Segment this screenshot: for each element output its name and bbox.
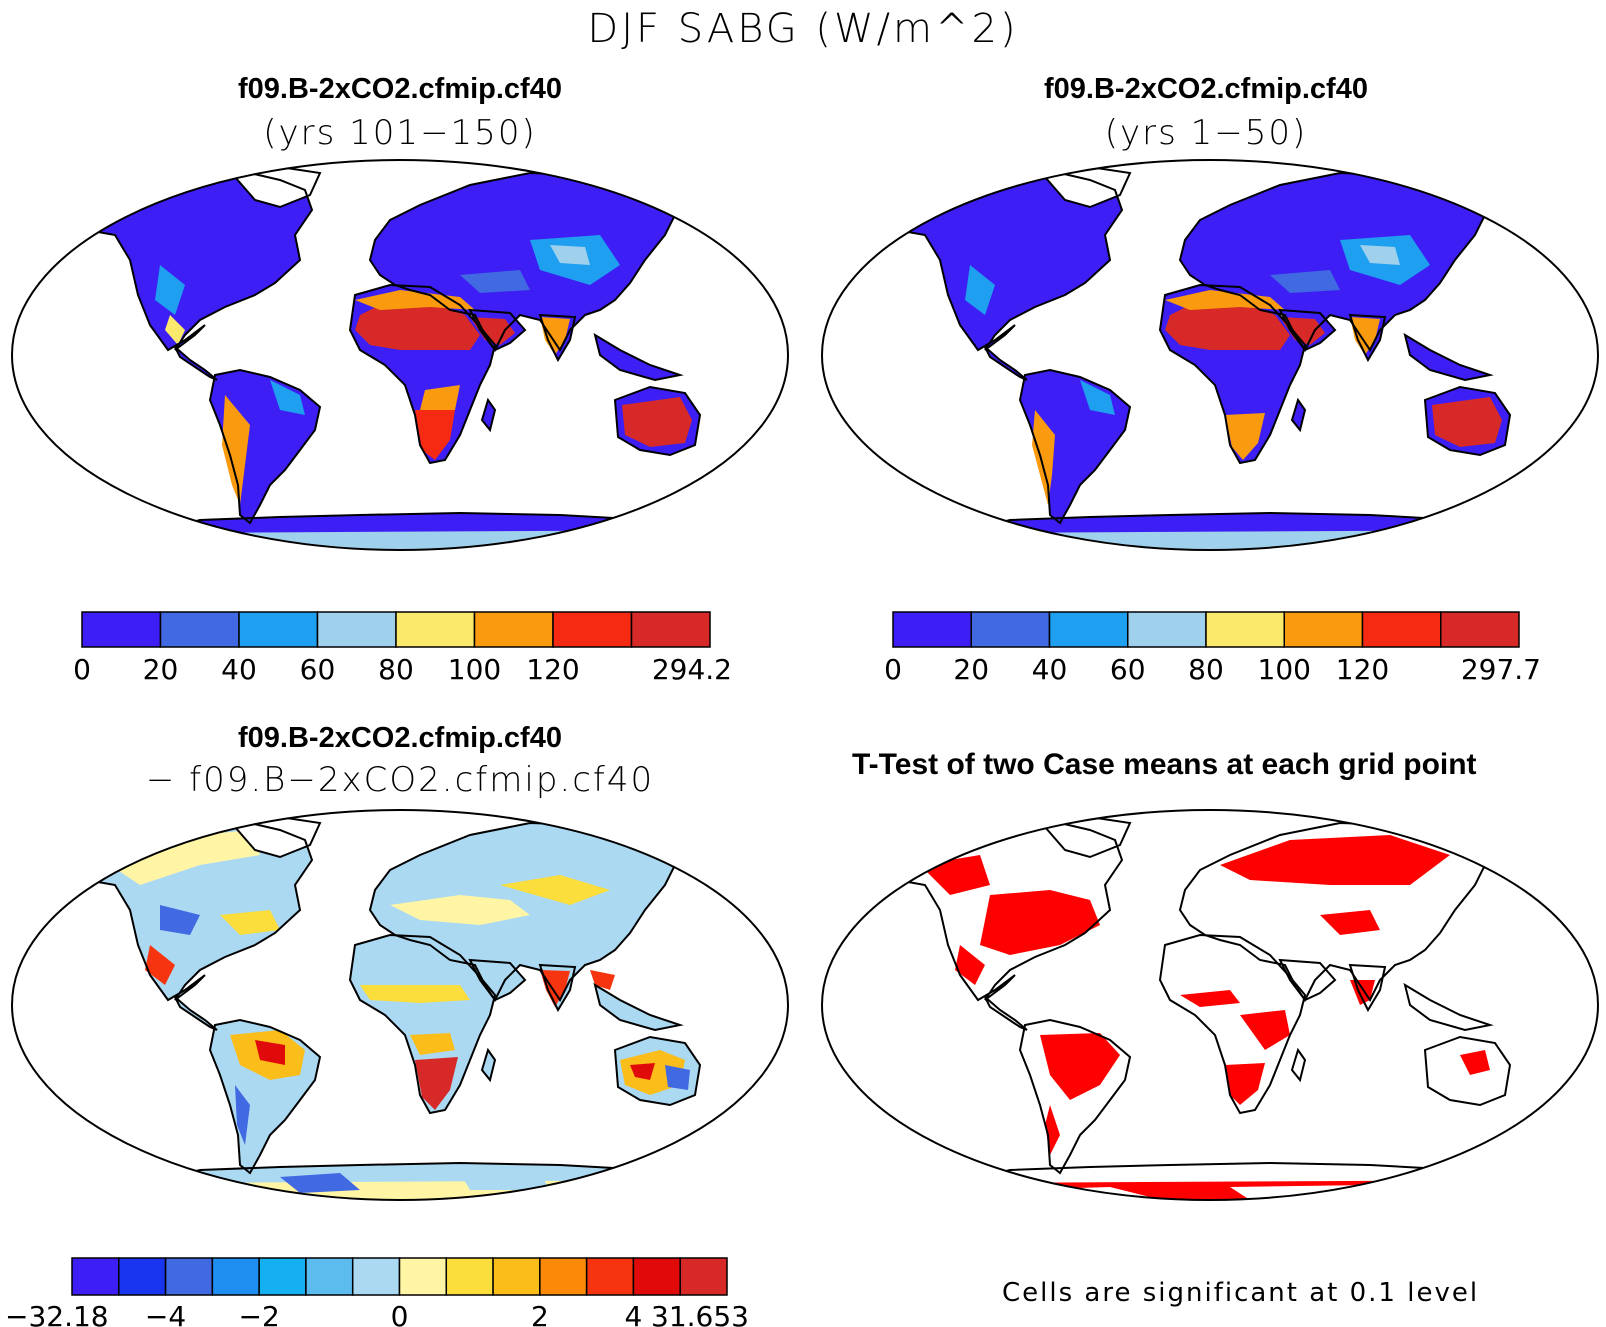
colorbar-label: −32.18: [5, 1300, 109, 1327]
colorbar-swatch: [305, 1257, 354, 1296]
panel-subtitle-top-left: (yrs 101−150): [263, 113, 537, 153]
colorbar-swatch: [970, 611, 1051, 648]
colorbar-label: 31.653: [651, 1300, 749, 1327]
colorbar-swatch: [679, 1257, 728, 1296]
colorbar-label: 120: [1336, 653, 1389, 686]
panel-subtitle-bottom-left: − f09.B−2xCO2.cfmip.cf40: [145, 760, 655, 800]
figure-title: DJF SABG (W/m^2): [587, 6, 1019, 52]
colorbar-swatch: [1440, 611, 1520, 648]
colorbar-swatch: [398, 1257, 448, 1296]
colorbar-swatch: [445, 1257, 494, 1296]
colorbar-label: 120: [526, 653, 579, 686]
panel-title-bottom-left: f09.B-2xCO2.cfmip.cf40: [238, 722, 562, 754]
colorbar-label: 2: [531, 1300, 549, 1327]
panel-title-top-left: f09.B-2xCO2.cfmip.cf40: [238, 73, 562, 105]
significance-note: Cells are significant at 0.1 level: [1002, 1278, 1480, 1308]
colorbar-label: 0: [73, 653, 91, 686]
colorbar-swatch: [316, 611, 397, 648]
colorbar-label: 80: [378, 653, 414, 686]
colorbar-swatch: [552, 611, 633, 648]
colorbar-swatch: [1127, 611, 1207, 648]
panel-subtitle-top-right: (yrs 1−50): [1104, 113, 1308, 153]
colorbar-swatch: [473, 611, 554, 648]
colorbar-swatch: [71, 1257, 120, 1296]
colorbar-swatch: [159, 611, 240, 648]
colorbar-swatch: [164, 1257, 214, 1296]
colorbar-swatch: [892, 611, 972, 648]
colorbar-label: −2: [239, 1300, 280, 1327]
colorbar-swatch: [211, 1257, 260, 1296]
colorbar-label: −4: [145, 1300, 186, 1327]
colorbar-bottom-left: −32.18 −4 −2 0 2 4 31.653: [5, 1257, 749, 1327]
panel-title-top-right: f09.B-2xCO2.cfmip.cf40: [1044, 73, 1368, 105]
colorbar-top-left: 0 20 40 60 80 100 120 294.2: [73, 611, 732, 686]
colorbar-swatch: [632, 1257, 681, 1296]
colorbar-swatch: [1283, 611, 1364, 648]
colorbar-label: 0: [391, 1300, 409, 1327]
colorbar-label: 60: [1110, 653, 1146, 686]
colorbar-label: 40: [221, 653, 257, 686]
colorbar-label: 4: [625, 1300, 643, 1327]
colorbar-swatch: [351, 1257, 401, 1296]
colorbar-swatch: [238, 611, 319, 648]
colorbar-label: 20: [143, 653, 179, 686]
colorbar-top-right: 0 20 40 60 80 100 120 297.7: [884, 611, 1541, 686]
colorbar-swatch: [585, 1257, 635, 1296]
colorbar-swatch: [118, 1257, 167, 1296]
colorbar-label: 40: [1032, 653, 1068, 686]
colorbar-swatch: [258, 1257, 307, 1296]
colorbar-swatch: [539, 1257, 588, 1296]
colorbar-label: 80: [1188, 653, 1224, 686]
colorbar-swatch: [1361, 611, 1442, 648]
colorbar-swatch: [81, 611, 162, 648]
colorbar-label: 297.7: [1461, 653, 1541, 686]
colorbar-swatch: [395, 611, 476, 648]
colorbar-label: 0: [884, 653, 902, 686]
colorbar-swatch: [1205, 611, 1285, 648]
colorbar-label: 100: [448, 653, 501, 686]
panel-title-bottom-right: T-Test of two Case means at each grid po…: [852, 748, 1477, 781]
colorbar-label: 100: [1258, 653, 1311, 686]
colorbar-label: 60: [300, 653, 336, 686]
colorbar-label: 20: [953, 653, 989, 686]
colorbar-swatch: [630, 611, 711, 648]
colorbar-label: 294.2: [652, 653, 732, 686]
colorbar-swatch: [1048, 611, 1129, 648]
colorbar-swatch: [492, 1257, 541, 1296]
